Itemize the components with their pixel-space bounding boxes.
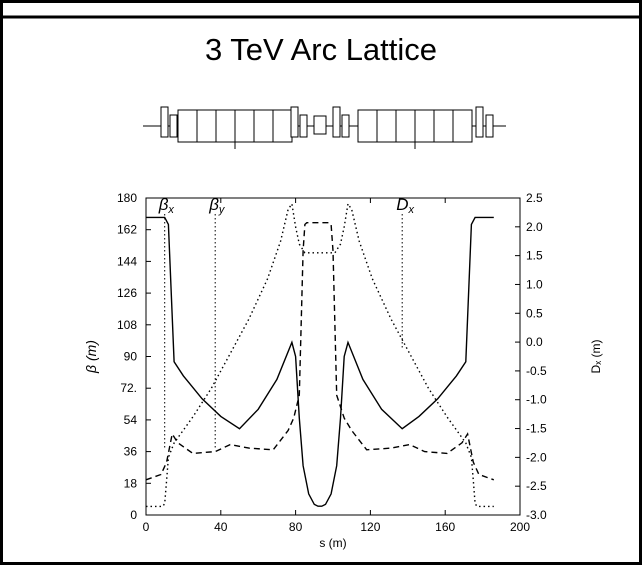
lattice-dipole [253, 109, 274, 143]
y-left-tick-label: 36 [124, 445, 138, 459]
y-left-tick-label: 180 [117, 191, 137, 205]
y-left-tick-label: 108 [117, 318, 137, 332]
x-tick-label: 40 [214, 520, 228, 534]
lattice-dipole [357, 109, 378, 143]
lattice-dipole [196, 109, 217, 143]
lattice-schematic [143, 106, 506, 149]
y-right-tick-label: -1.0 [526, 393, 547, 407]
y-left-axis-label: β (m) [83, 340, 99, 374]
series-line-βx [146, 216, 494, 507]
lattice-dipole [272, 109, 293, 143]
x-axis-label: s (m) [319, 536, 346, 550]
y-left-tick-label: 162 [117, 223, 137, 237]
y-left-tick-label: 54 [124, 413, 138, 427]
lattice-dipole [414, 109, 435, 143]
annotation-subscript: x [167, 204, 174, 216]
lattice-quadrupole [169, 114, 178, 138]
lattice-quadrupole [299, 114, 308, 138]
y-left-tick-label: 18 [124, 476, 138, 490]
lattice-quadrupole [290, 106, 299, 138]
x-tick-label: 80 [289, 520, 303, 534]
y-right-tick-label: -1.5 [526, 422, 547, 436]
lattice-quadrupole [332, 106, 341, 138]
x-tick-label: 0 [143, 520, 150, 534]
y-right-tick-label: -2.5 [526, 479, 547, 493]
y-right-tick-label: 2.5 [526, 191, 543, 205]
y-right-tick-label: -3.0 [526, 508, 547, 522]
lattice-dipole [177, 109, 198, 143]
annotation-subscript: y [218, 204, 226, 216]
y-right-axis-label: Dₓ (m) [589, 340, 603, 374]
y-right-tick-label: 1.0 [526, 277, 543, 291]
series-line-βy [145, 222, 495, 481]
lattice-dipole [433, 109, 454, 143]
y-right-tick-label: 0.0 [526, 335, 543, 349]
y-right-tick-label: 1.5 [526, 249, 543, 263]
lattice-dipole [376, 109, 397, 143]
lattice-dipole [234, 109, 255, 143]
lattice-dipole [215, 109, 236, 143]
y-right-tick-label: -0.5 [526, 364, 547, 378]
x-tick-label: 160 [435, 520, 455, 534]
lattice-dipole [452, 109, 473, 143]
y-right-tick-label: -2.0 [526, 450, 547, 464]
lattice-sextupole [313, 115, 327, 135]
y-left-tick-label: 90 [124, 350, 138, 364]
lattice-quadrupole [341, 114, 350, 138]
lattice-dipole [395, 109, 416, 143]
y-left-tick-label: 126 [117, 286, 137, 300]
lattice-quadrupole [485, 114, 494, 138]
x-tick-label: 120 [360, 520, 380, 534]
lattice-quadrupole [475, 106, 484, 138]
plot-area: 0 40 80 120 160 200 0 18 36 54 72. 90 108 126 144 162 18… [83, 191, 603, 550]
y-left-tick-label: 0 [130, 508, 137, 522]
lattice-quadrupole [160, 106, 169, 138]
y-right-tick-label: 0.5 [526, 306, 543, 320]
series-line-dx [146, 201, 494, 508]
annotation-subscript: x [407, 204, 414, 216]
chart-title: 3 TeV Arc Lattice [204, 32, 438, 67]
y-right-tick-label: 2.0 [526, 220, 543, 234]
x-tick-label: 200 [510, 520, 530, 534]
y-left-tick-label: 72. [120, 381, 137, 395]
y-left-tick-label: 144 [117, 254, 137, 268]
